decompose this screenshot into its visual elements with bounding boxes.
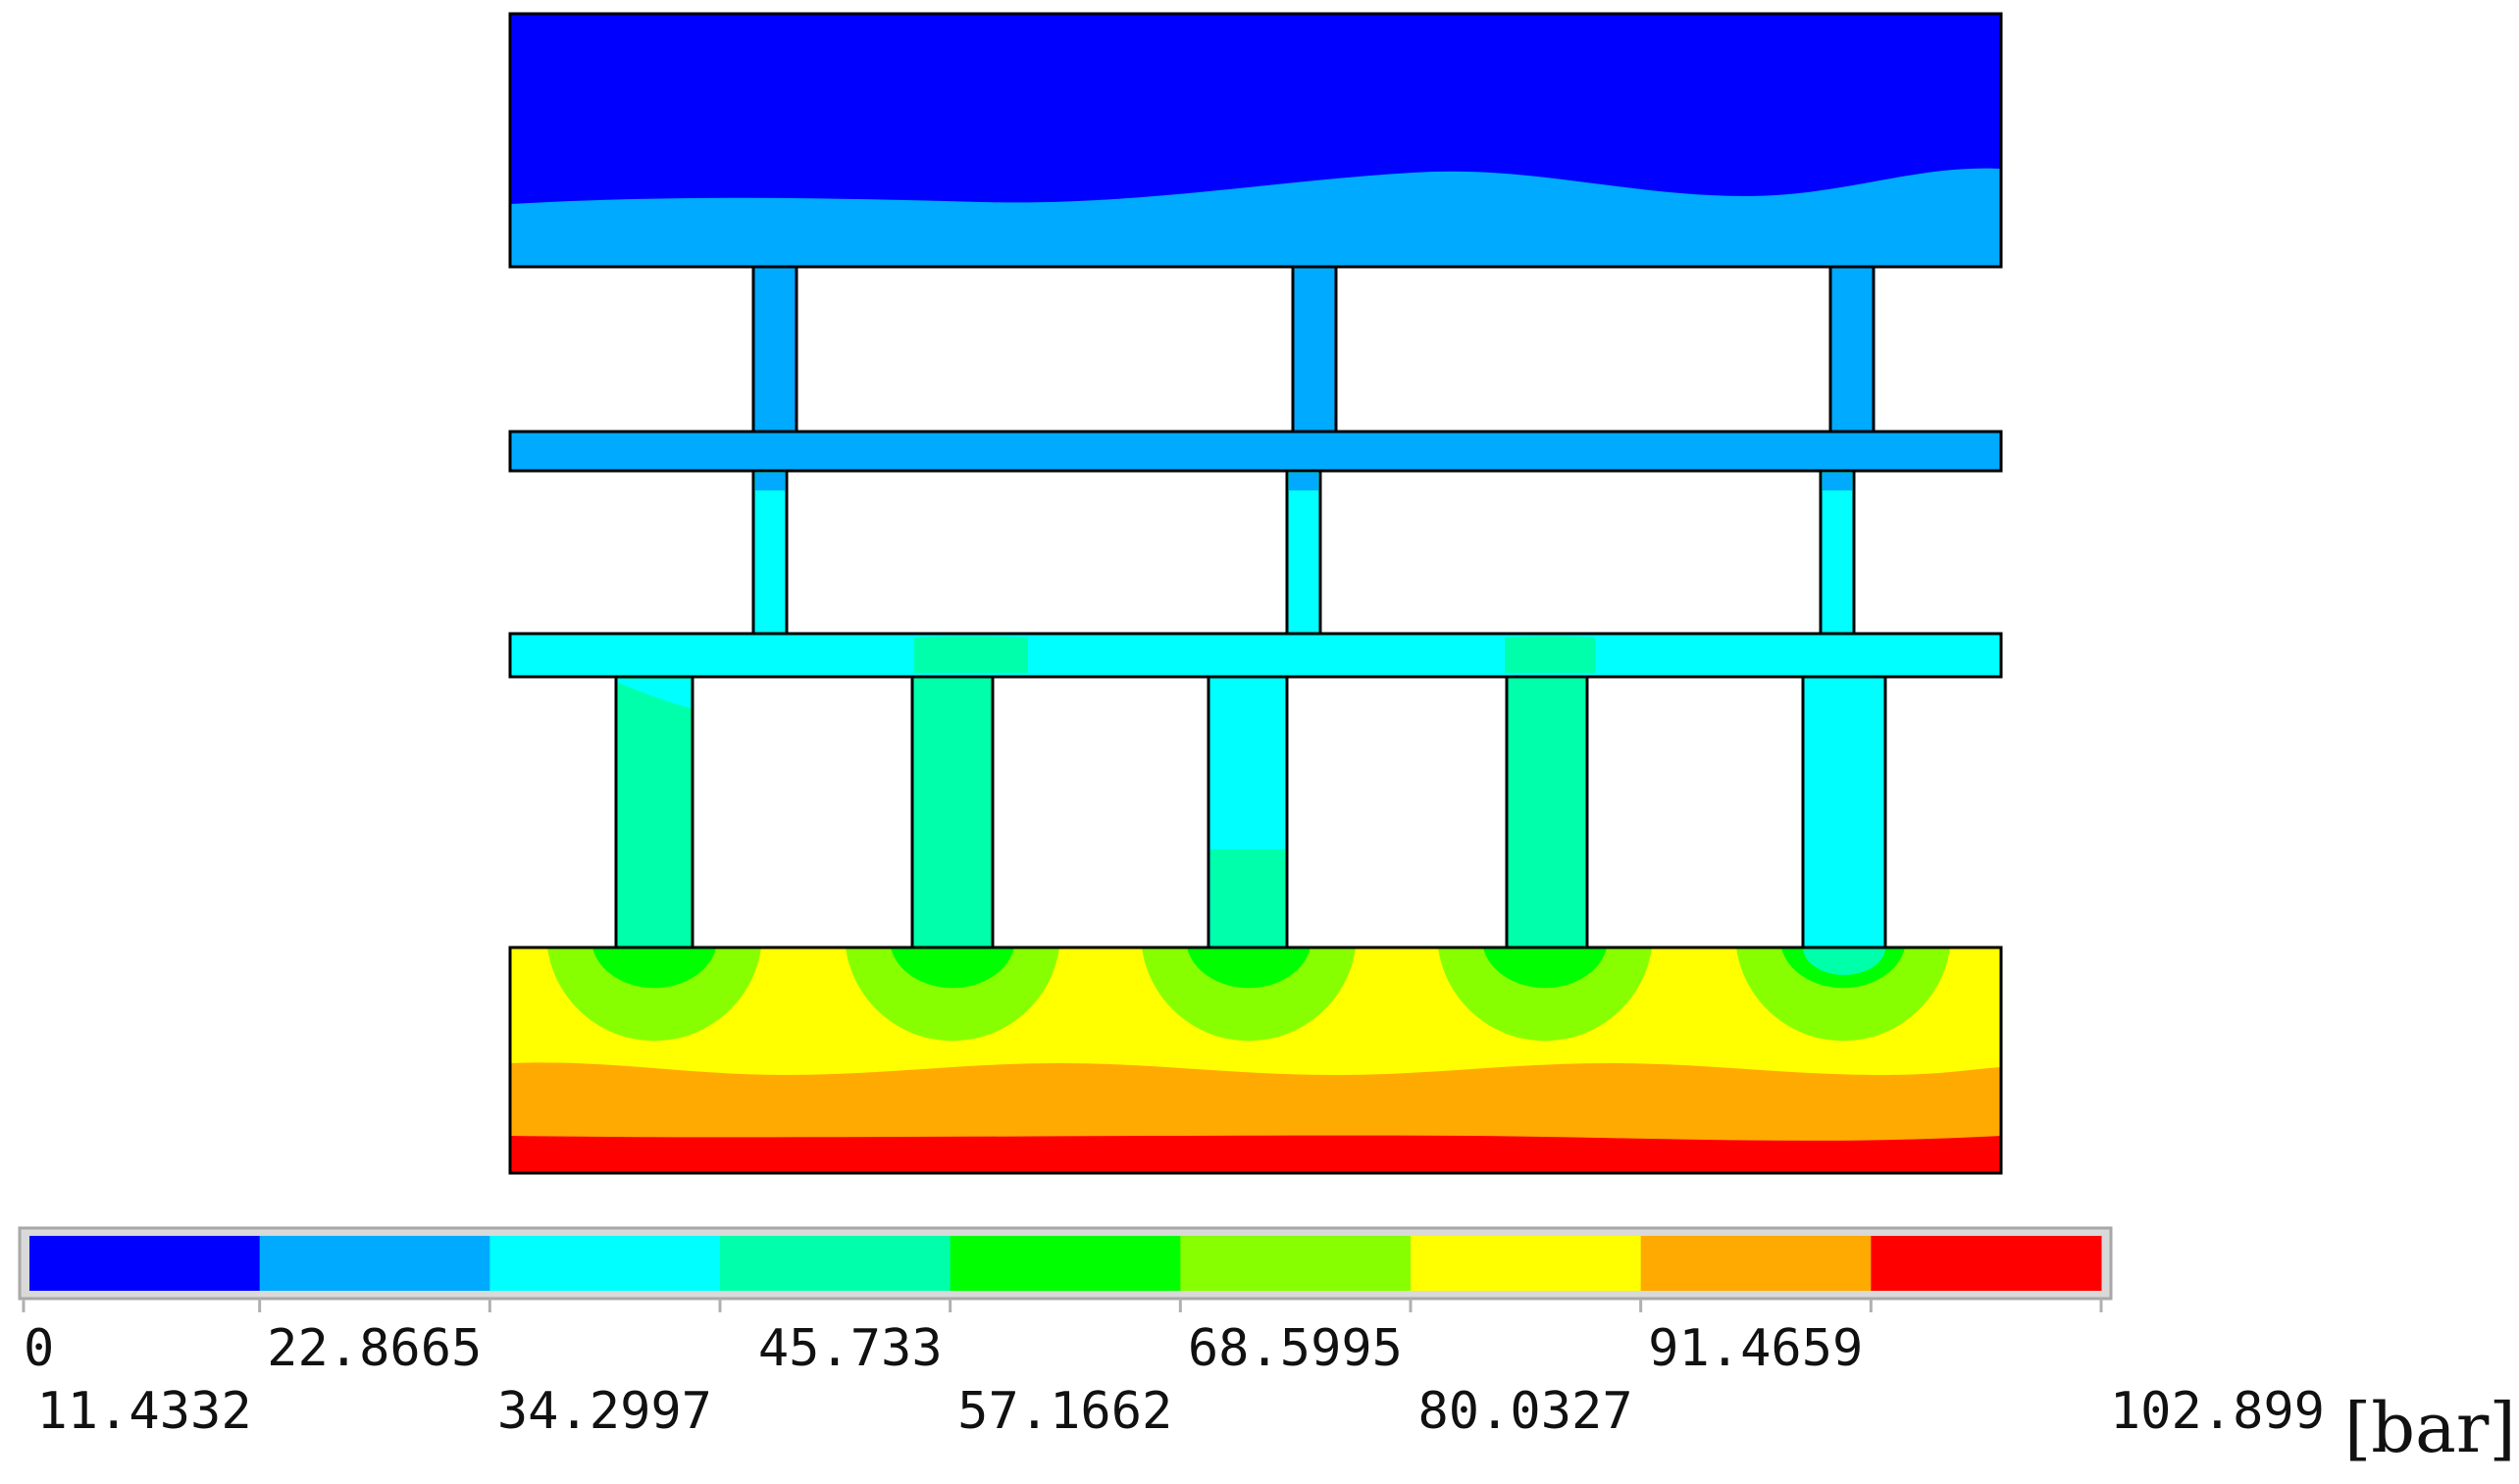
channel-2-1-top-zone	[755, 473, 785, 490]
channel-1-3	[1828, 265, 1876, 434]
channel-2-1	[751, 469, 789, 636]
legend-band-2	[489, 1236, 721, 1291]
legend-band-4	[950, 1236, 1181, 1291]
channel-1-2	[1291, 265, 1338, 434]
legend-band-3	[720, 1236, 951, 1291]
legend-unit: [bar]	[2344, 1388, 2516, 1468]
bar-2-zone-b	[1505, 636, 1595, 673]
legend-band-8	[1871, 1236, 2102, 1291]
legend-level-label-2: 22.8665	[267, 1319, 482, 1378]
legend-level-label-1: 11.4332	[37, 1382, 252, 1441]
inlet-zones	[547, 947, 1950, 1042]
legend-level-label-3: 34.2997	[497, 1382, 712, 1441]
top-plenum-outline	[508, 12, 2003, 269]
channel-2-2	[1285, 469, 1322, 636]
bar-2-zone-a	[914, 636, 1028, 673]
legend-band-7	[1640, 1236, 1872, 1291]
legend-level-label-8: 91.4659	[1648, 1319, 1863, 1378]
channel-2-2-top-zone	[1289, 473, 1318, 490]
legend-level-label-5: 57.1662	[957, 1382, 1172, 1441]
channel-3-1-top-zone	[618, 679, 691, 708]
legend-band-6	[1411, 1236, 1642, 1291]
channel-3-1	[614, 675, 694, 949]
horizontal-bar-1	[508, 430, 2003, 473]
legend-level-label-6: 68.5995	[1188, 1319, 1403, 1378]
channel-3-4	[1505, 675, 1589, 949]
bottom-plenum-outline	[508, 946, 2003, 1175]
top-plenum-low-pressure-zone	[510, 14, 2001, 204]
legend-level-label-7: 80.0327	[1418, 1382, 1633, 1441]
channel-2-3-top-zone	[1823, 473, 1852, 490]
bottom-plenum-red-zone	[510, 1135, 2001, 1173]
channel-2-3	[1819, 469, 1856, 636]
legend-level-label-9: 102.899	[2110, 1382, 2325, 1441]
channel-3-5	[1801, 675, 1887, 949]
horizontal-bar-2	[508, 632, 2003, 679]
legend-bands	[29, 1236, 2102, 1291]
channel-3-3-lower-zone	[1210, 849, 1285, 946]
legend-band-1	[259, 1236, 490, 1291]
legend-level-label-0: 0	[24, 1319, 54, 1378]
legend-ticks	[22, 1299, 2103, 1312]
legend-level-label-4: 45.733	[758, 1319, 943, 1378]
legend-band-0	[29, 1236, 261, 1291]
channel-3-2	[910, 675, 995, 949]
pressure-contour-plot	[508, 12, 2003, 1175]
legend-band-5	[1180, 1236, 1412, 1291]
